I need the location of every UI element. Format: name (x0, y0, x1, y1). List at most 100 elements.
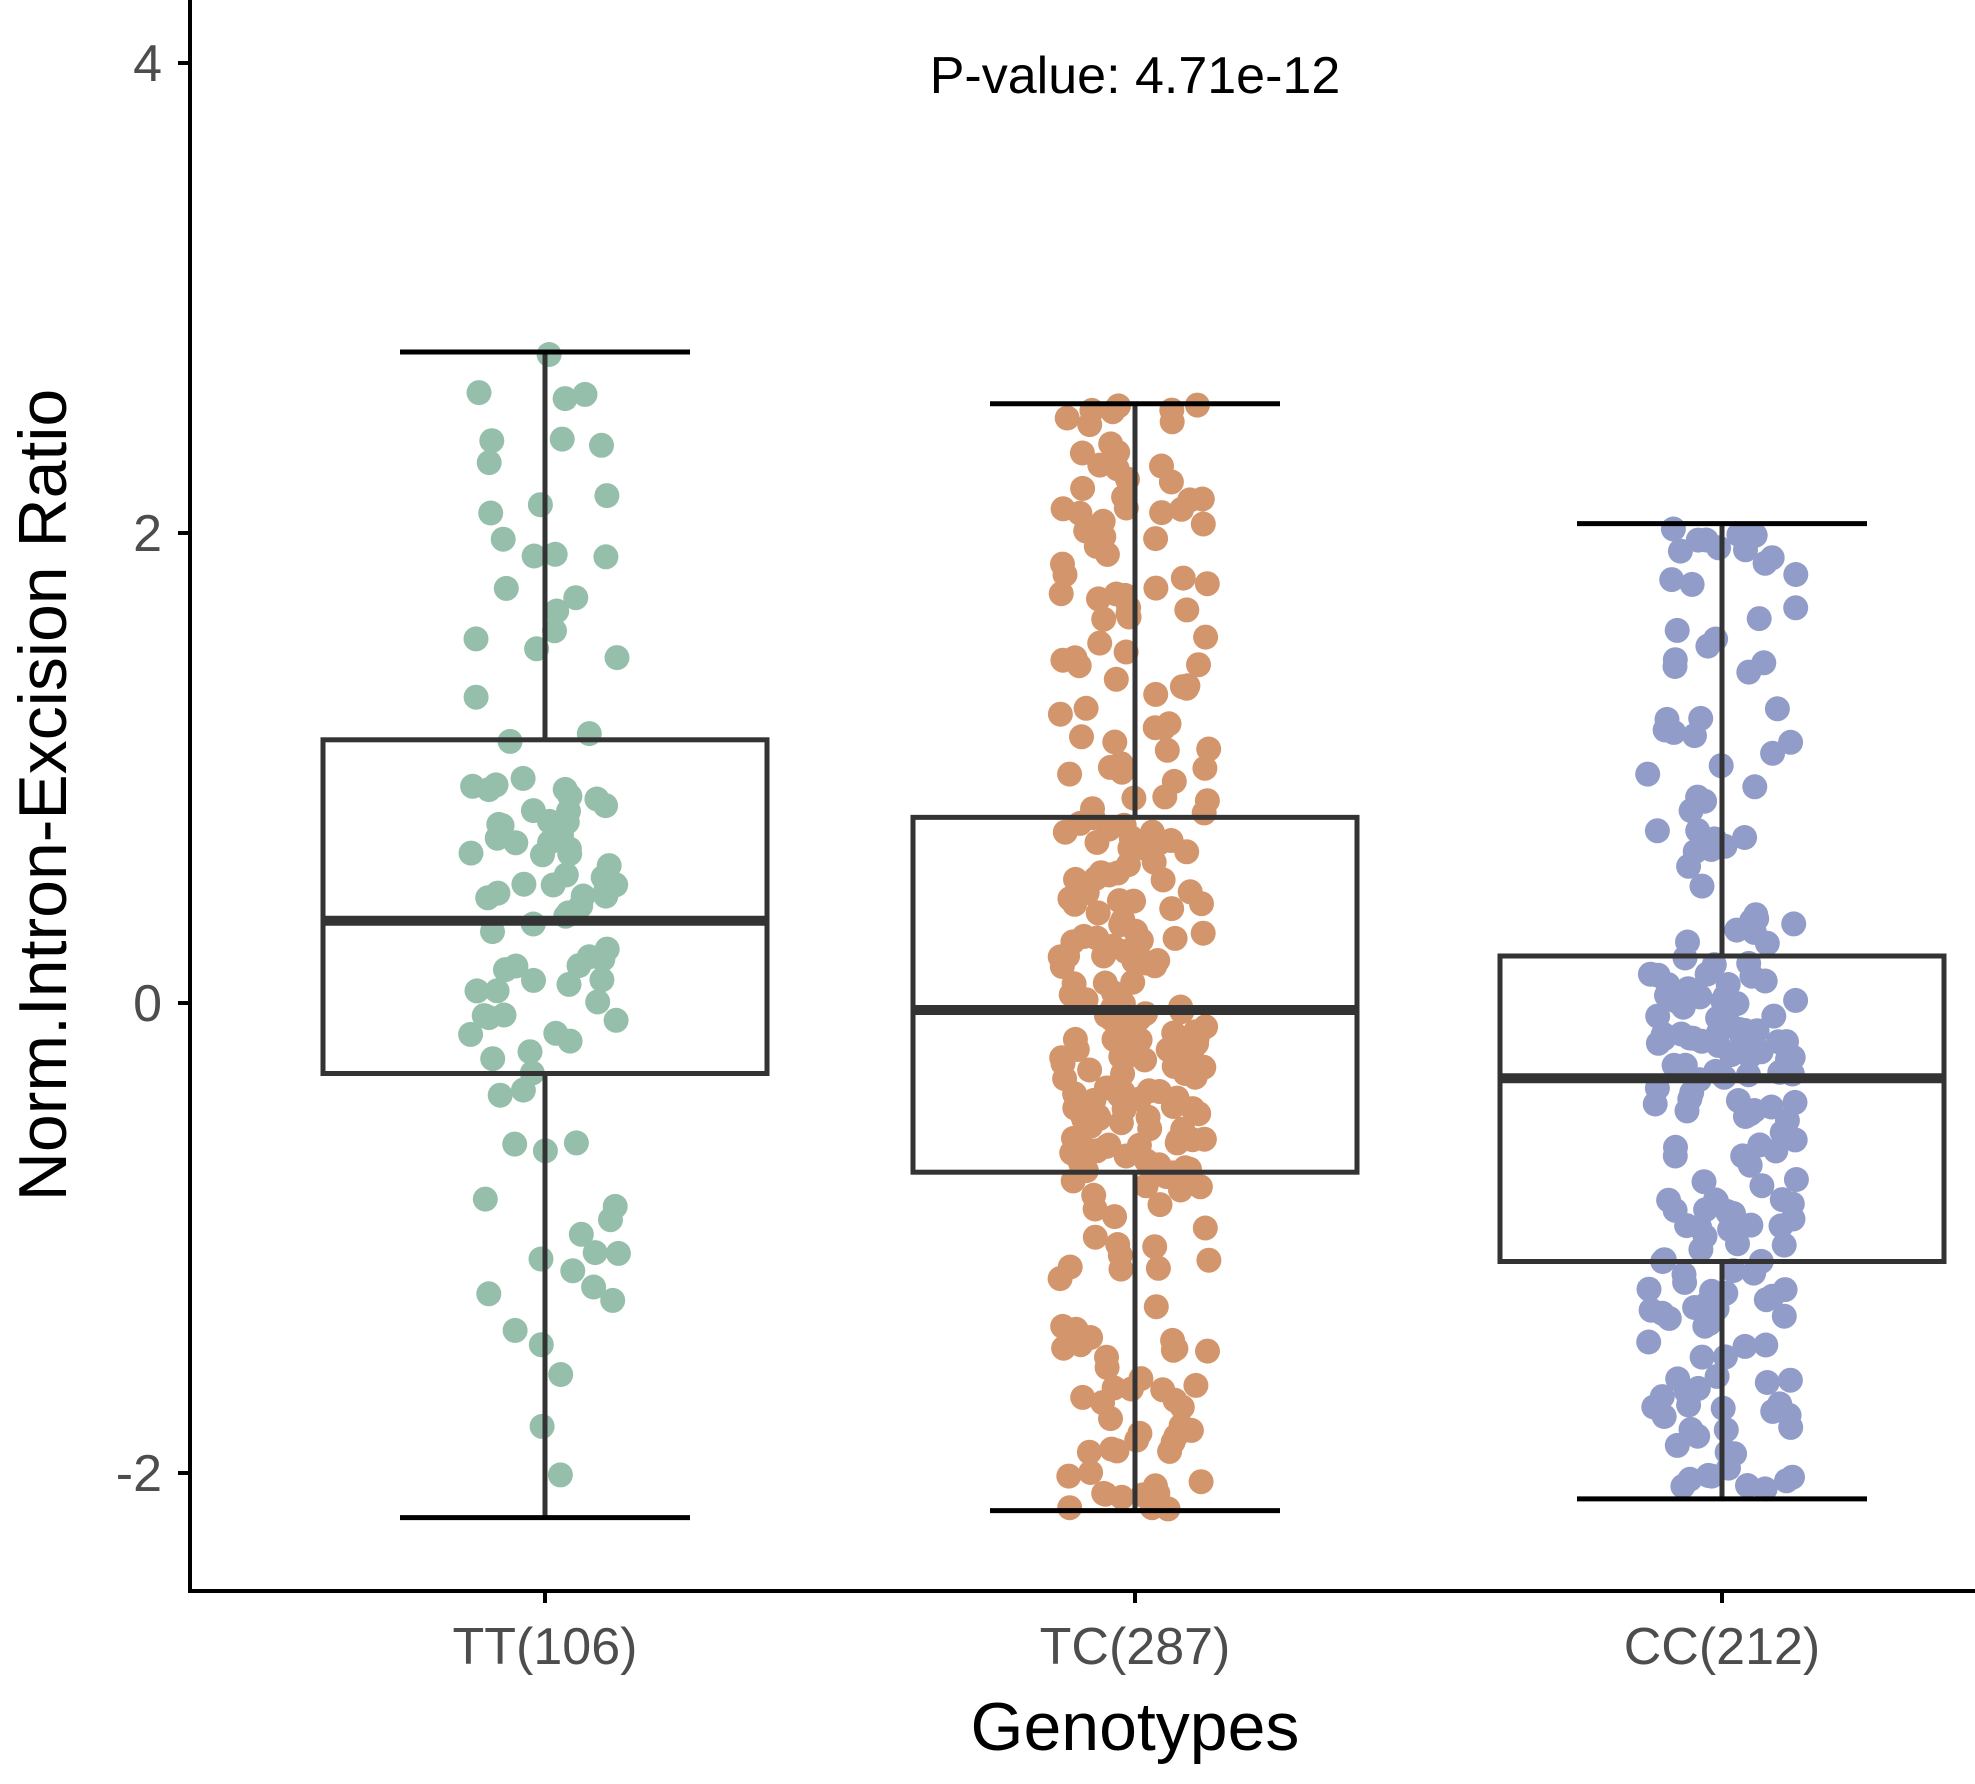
data-point (1674, 1213, 1700, 1239)
data-point (1691, 1169, 1717, 1195)
data-point (1689, 1344, 1715, 1370)
data-point (1677, 1466, 1703, 1492)
data-point (544, 598, 570, 624)
data-point (476, 1281, 502, 1307)
y-ticks-layer: -2 0 2 4 (116, 35, 190, 1503)
data-point (1778, 1414, 1804, 1440)
data-point (1783, 1167, 1809, 1192)
data-point (1749, 1173, 1775, 1199)
data-point (1190, 511, 1216, 537)
data-point (552, 386, 578, 412)
data-point (1121, 948, 1147, 974)
data-point (1145, 1255, 1171, 1281)
data-point (600, 1287, 626, 1313)
x-tick-label: CC(212) (1624, 1618, 1821, 1676)
data-point (1142, 953, 1168, 979)
data-point (582, 1240, 608, 1266)
axes-layer (188, 0, 1975, 1593)
data-point (1070, 475, 1096, 501)
data-point (530, 842, 555, 868)
data-point (1774, 1468, 1799, 1494)
y-tick-label: 4 (133, 35, 162, 93)
data-point (476, 777, 502, 803)
data-point (1742, 522, 1768, 548)
data-point (604, 645, 630, 671)
data-point (1086, 586, 1111, 612)
data-point (1143, 1294, 1169, 1320)
data-point (478, 500, 504, 526)
data-point (1087, 630, 1113, 656)
data-point (1052, 1066, 1078, 1092)
data-point (563, 585, 589, 611)
data-point (1760, 1398, 1786, 1424)
x-axis-title: Genotypes (971, 1689, 1300, 1765)
data-point (1118, 1376, 1144, 1402)
data-point (1127, 1027, 1153, 1053)
data-point (594, 483, 620, 509)
data-point (458, 840, 484, 866)
data-point (1133, 1173, 1159, 1199)
data-point (1636, 1276, 1662, 1302)
x-tick-label: TC(287) (1040, 1618, 1231, 1676)
data-point (1152, 784, 1178, 810)
data-point (1732, 825, 1758, 850)
data-point (1781, 911, 1807, 937)
data-point (1783, 595, 1809, 621)
data-point (1142, 715, 1168, 741)
box-iqr (910, 814, 1360, 1175)
data-point (1147, 1192, 1173, 1218)
data-point (589, 967, 615, 993)
data-point (560, 1258, 586, 1284)
data-point (542, 541, 568, 567)
data-point (1099, 1436, 1125, 1462)
data-point (1685, 818, 1711, 844)
data-point (1172, 1061, 1198, 1086)
data-point (490, 526, 516, 552)
data-point (472, 1186, 498, 1212)
data-point (1070, 1384, 1096, 1410)
data-point (1097, 754, 1123, 780)
data-point (1641, 1394, 1667, 1420)
data-point (1077, 1057, 1103, 1083)
data-point (1692, 1223, 1718, 1249)
x-tick-label: TT(106) (453, 1618, 638, 1676)
data-point (566, 953, 592, 979)
data-point (1195, 1338, 1220, 1364)
data-point (1177, 487, 1203, 513)
data-point (1763, 1138, 1789, 1164)
data-point (1753, 1287, 1779, 1313)
data-point (466, 380, 492, 406)
data-point (1644, 818, 1670, 844)
data-point (1692, 1313, 1718, 1339)
data-point (1052, 562, 1078, 588)
data-point (1777, 1367, 1803, 1393)
data-point (1057, 1495, 1083, 1521)
data-point (1710, 988, 1736, 1014)
data-point (1189, 891, 1214, 917)
data-point (1743, 902, 1769, 928)
data-point (1143, 575, 1169, 601)
data-point (1661, 719, 1687, 745)
y-tick-label: 2 (133, 505, 162, 563)
data-point (1064, 1095, 1089, 1121)
y-tick-label: -2 (116, 1445, 162, 1503)
data-point (1664, 617, 1690, 643)
data-point (1078, 1460, 1104, 1485)
data-point (1191, 1126, 1217, 1152)
data-point (1057, 1254, 1083, 1280)
data-point (1068, 1332, 1094, 1358)
data-point (593, 544, 619, 570)
data-point (542, 618, 567, 644)
data-point (1193, 1014, 1219, 1040)
data-point (1721, 1201, 1746, 1226)
data-point (527, 492, 553, 518)
data-point (1105, 1232, 1131, 1257)
data-point (1188, 1469, 1214, 1495)
data-point (502, 1317, 528, 1343)
data-point (1090, 1390, 1116, 1416)
data-point (1635, 761, 1661, 787)
data-point (1154, 737, 1180, 763)
data-point (1682, 839, 1708, 864)
data-point (1194, 571, 1220, 597)
data-point (568, 893, 594, 919)
